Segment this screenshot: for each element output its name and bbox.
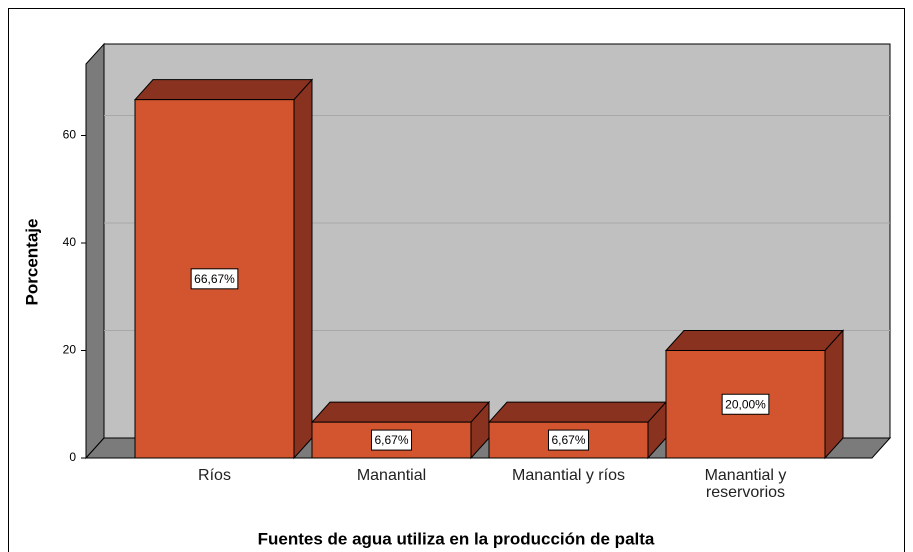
x-tick-label: Manantial — [356, 467, 427, 484]
value-label-box — [547, 429, 590, 451]
y-tick-label: 0 — [69, 450, 76, 464]
value-label-box — [190, 268, 239, 290]
y-tick-label: 60 — [63, 128, 77, 142]
bar-top — [310, 401, 491, 423]
x-axis-title: Fuentes de agua utiliza en la producción… — [258, 529, 655, 548]
bar-top — [664, 330, 845, 351]
x-tick-label: Manantial y reservorios — [704, 467, 787, 501]
bar-top — [487, 401, 668, 423]
value-label: 6,67% — [551, 433, 585, 447]
value-label: 66,67% — [194, 272, 235, 286]
x-tick-label: Ríos — [198, 467, 231, 484]
x-tick-label-box: Manantial — [356, 467, 427, 484]
x-tick-label-box: Ríos — [198, 467, 231, 484]
value-label-box — [370, 429, 413, 451]
x-tick-label-box: Manantial y ríos — [512, 467, 625, 484]
left-wall — [85, 42, 105, 460]
value-label-box — [721, 393, 770, 415]
x-tick-label-box: Manantial y reservorios — [704, 467, 787, 501]
x-tick-label: Manantial y ríos — [512, 467, 625, 484]
y-tick-label: 40 — [63, 235, 77, 249]
bar-side — [293, 78, 313, 460]
y-axis-title: Porcentaje — [22, 219, 41, 306]
value-label: 6,67% — [374, 433, 408, 447]
bar-top — [133, 79, 314, 101]
bar-side — [824, 329, 844, 460]
y-tick-label: 20 — [63, 343, 77, 357]
value-label: 20,00% — [725, 397, 766, 411]
